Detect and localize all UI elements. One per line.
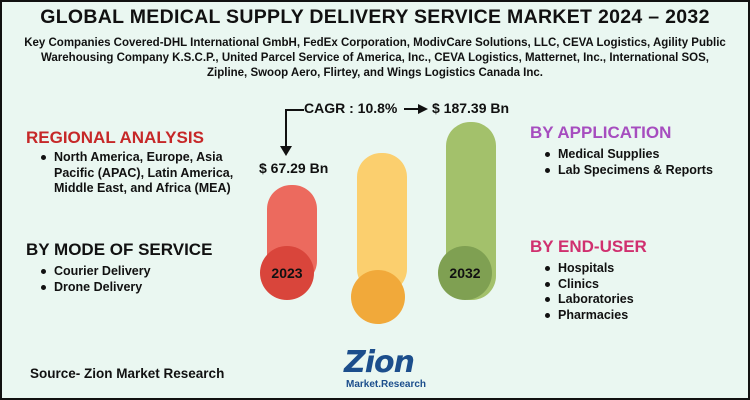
zion-logo: Zion Market.Research [338,345,438,393]
page-title: GLOBAL MEDICAL SUPPLY DELIVERY SERVICE M… [40,6,710,28]
list-item: Clinics [540,277,720,293]
year-2032-label: 2032 [449,265,481,281]
list-item: North America, Europe, Asia Pacific (APA… [36,150,251,197]
middle-badge [351,270,405,324]
list-item: Pharmacies [540,308,720,324]
logo-main-text: Zion [344,345,415,380]
start-value-label: $ 67.29 Bn [259,160,329,176]
list-item: Hospitals [540,261,720,277]
application-list: Medical Supplies Lab Specimens & Reports [540,147,720,178]
application-heading: BY APPLICATION [530,123,672,142]
list-item: Laboratories [540,292,720,308]
bar-middle [357,153,407,293]
list-item: Courier Delivery [36,264,236,280]
regional-analysis-heading: REGIONAL ANALYSIS [26,128,204,147]
logo-sub-text: Market.Research [346,379,427,390]
source-text: Source- Zion Market Research [30,366,225,381]
end-value-label: $ 187.39 Bn [432,100,510,116]
cagr-label: CAGR : 10.8% [304,100,398,116]
regional-list: North America, Europe, Asia Pacific (APA… [36,150,251,197]
year-2023-badge: 2023 [260,246,314,300]
end-user-heading: BY END-USER [530,237,647,256]
year-2032-badge: 2032 [438,246,492,300]
end-user-list: Hospitals Clinics Laboratories Pharmacie… [540,261,720,323]
mode-of-service-heading: BY MODE OF SERVICE [26,240,213,259]
list-item: Lab Specimens & Reports [540,163,720,179]
year-2023-label: 2023 [271,265,303,281]
list-item: Medical Supplies [540,147,720,163]
mode-list: Courier Delivery Drone Delivery [36,264,236,295]
list-item: Drone Delivery [36,280,236,296]
cagr-arrow-icon [280,104,428,156]
key-companies-text: Key Companies Covered-DHL International … [24,37,726,79]
